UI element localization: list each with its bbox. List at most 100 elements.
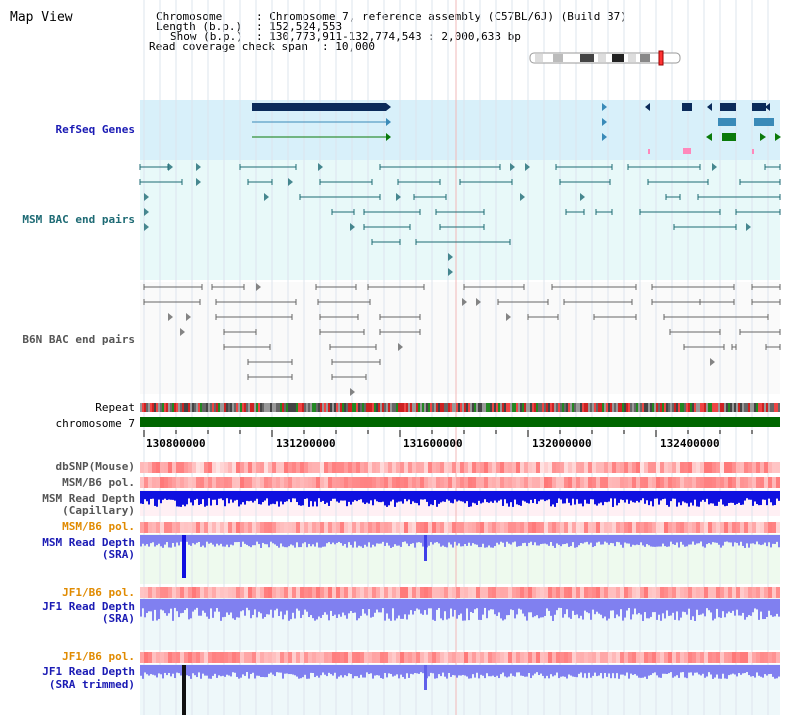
- depth-bar: [356, 491, 358, 502]
- depth-bar: [244, 665, 246, 676]
- depth-bar: [306, 491, 308, 499]
- heat-cell: [172, 477, 176, 488]
- heat-cell: [236, 652, 240, 663]
- depth-bar: [618, 535, 620, 543]
- depth-bar: [526, 491, 528, 503]
- depth-bar: [636, 491, 638, 501]
- heat-cell: [772, 462, 776, 473]
- axis-tick-label: 132400000: [660, 437, 720, 450]
- depth-bar: [634, 599, 636, 609]
- depth-bar: [318, 535, 320, 548]
- heat-cell: [180, 587, 184, 598]
- heat-cell: [648, 652, 652, 663]
- depth-bar: [630, 491, 632, 501]
- depth-bar: [454, 535, 456, 542]
- heat-cell: [776, 462, 780, 473]
- b6n-bac-background: [140, 282, 780, 394]
- heat-cell: [452, 477, 456, 488]
- depth-bar: [598, 599, 600, 614]
- depth-bar: [244, 491, 246, 505]
- depth-bar: [238, 535, 240, 542]
- heat-cell: [288, 652, 292, 663]
- depth-bar: [468, 535, 470, 543]
- depth-bar: [324, 665, 326, 675]
- heat-cell: [696, 522, 700, 533]
- track-label-msm-b6-pol-2: MSM/B6 pol.: [62, 520, 135, 533]
- heat-cell: [620, 652, 624, 663]
- gene-arrow: [386, 118, 391, 126]
- depth-bar: [442, 599, 444, 621]
- heat-cell: [436, 652, 440, 663]
- heat-cell: [404, 587, 408, 598]
- heat-cell: [600, 587, 604, 598]
- repeat-element: [184, 403, 186, 412]
- depth-bar: [588, 491, 590, 504]
- heat-cell: [588, 652, 592, 663]
- heat-cell: [688, 522, 692, 533]
- depth-bar: [640, 535, 642, 543]
- depth-bar: [778, 665, 780, 677]
- depth-bar: [428, 599, 430, 609]
- heat-cell: [204, 477, 208, 488]
- repeat-element: [206, 403, 208, 412]
- heat-cell: [376, 462, 380, 473]
- track-label-jf1-depth-sra: JF1 Read Depth: [42, 600, 135, 613]
- depth-bar: [176, 491, 178, 507]
- gene-arrow: [645, 103, 650, 111]
- depth-bar: [416, 599, 418, 609]
- repeat-element: [748, 403, 750, 412]
- heat-cell: [616, 587, 620, 598]
- depth-bar: [596, 491, 598, 506]
- depth-bar: [608, 491, 610, 502]
- depth-bar: [568, 599, 570, 618]
- heat-cell: [148, 522, 152, 533]
- heat-cell: [320, 587, 324, 598]
- depth-bar: [398, 491, 400, 502]
- depth-bar: [496, 491, 498, 503]
- heat-cell: [208, 462, 212, 473]
- heat-cell: [280, 477, 284, 488]
- depth-bar: [776, 491, 778, 499]
- depth-bar: [556, 665, 558, 673]
- heat-cell: [328, 522, 332, 533]
- heat-cell: [560, 652, 564, 663]
- heat-cell: [484, 462, 488, 473]
- depth-bar: [342, 491, 344, 501]
- depth-bar: [226, 599, 228, 613]
- depth-bar: [214, 599, 216, 612]
- heat-cell: [492, 652, 496, 663]
- depth-bar: [362, 535, 364, 548]
- depth-spike: [424, 535, 427, 561]
- heat-cell: [568, 477, 572, 488]
- depth-bar: [572, 665, 574, 677]
- repeat-element: [302, 403, 304, 412]
- depth-bar: [282, 665, 284, 679]
- depth-bar: [598, 665, 600, 676]
- heat-cell: [176, 652, 180, 663]
- heat-cell: [648, 587, 652, 598]
- depth-bar: [576, 599, 578, 615]
- heat-cell: [332, 587, 336, 598]
- depth-bar: [574, 599, 576, 615]
- depth-bar: [526, 535, 528, 547]
- heat-cell: [760, 652, 764, 663]
- heat-cell: [656, 587, 660, 598]
- gene-arrow: [760, 133, 766, 141]
- heat-cell: [636, 522, 640, 533]
- depth-spike: [424, 665, 427, 690]
- depth-bar: [464, 665, 466, 676]
- heat-cell: [140, 587, 144, 598]
- heat-cell: [684, 477, 688, 488]
- gene-arrow: [602, 118, 607, 126]
- depth-bar: [358, 665, 360, 678]
- heat-cell: [164, 462, 168, 473]
- track-label-b6n-bac: B6N BAC end pairs: [22, 333, 135, 346]
- depth-bar: [272, 491, 274, 504]
- depth-bar: [754, 535, 756, 545]
- depth-bar: [622, 491, 624, 501]
- bac-end-arrow: [186, 313, 191, 321]
- heat-cell: [364, 652, 368, 663]
- depth-bar: [422, 535, 424, 547]
- depth-bar: [490, 491, 492, 502]
